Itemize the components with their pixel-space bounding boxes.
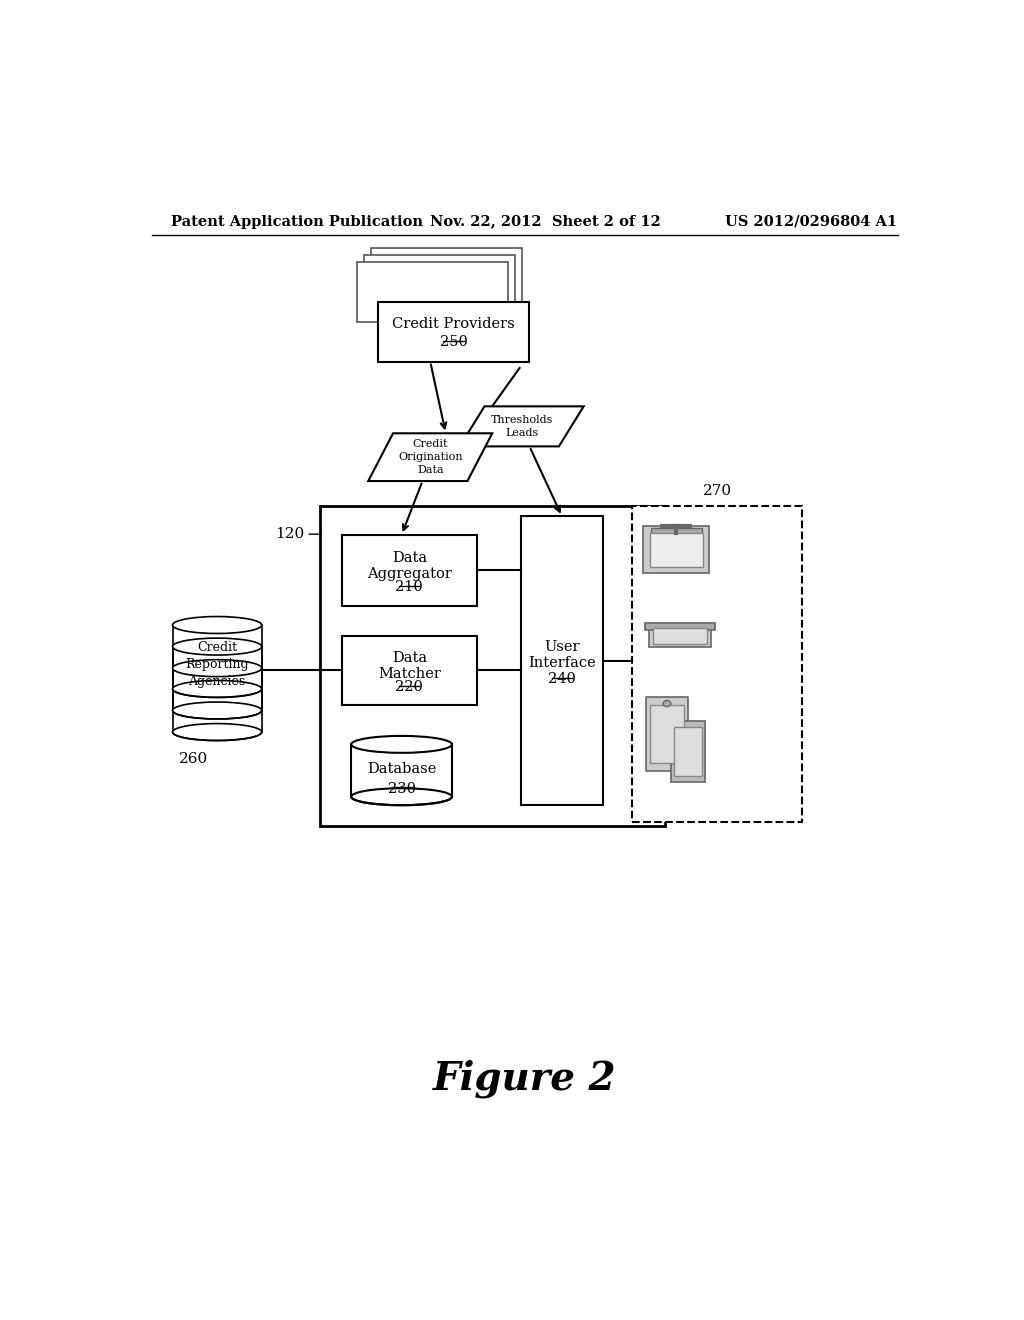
Bar (521, 516, 603, 805)
Text: Figure 2: Figure 2 (433, 1059, 616, 1098)
Bar (649, 624, 711, 647)
Bar (649, 532, 703, 566)
Bar (378, 302, 529, 362)
Bar (364, 256, 515, 315)
Bar (371, 248, 522, 309)
Bar (342, 535, 477, 606)
Ellipse shape (173, 723, 262, 741)
Bar (643, 527, 710, 573)
Bar (652, 628, 707, 644)
Text: 240: 240 (548, 672, 575, 686)
Bar (173, 626, 262, 689)
Text: Data
Matcher: Data Matcher (378, 651, 440, 681)
Ellipse shape (173, 638, 262, 655)
Bar (674, 726, 702, 776)
Text: User
Interface: User Interface (528, 640, 596, 669)
Text: Data
Aggregator: Data Aggregator (367, 550, 452, 581)
Text: Credit Providers: Credit Providers (392, 317, 515, 331)
Bar (173, 668, 262, 733)
Text: 120: 120 (275, 527, 305, 541)
Text: Database: Database (367, 762, 436, 776)
Ellipse shape (351, 737, 452, 752)
Bar (646, 697, 688, 771)
Bar (671, 721, 706, 781)
Text: 210: 210 (395, 581, 423, 594)
Text: 250: 250 (439, 335, 467, 350)
Text: US 2012/0296804 A1: US 2012/0296804 A1 (725, 215, 897, 228)
Bar (321, 507, 665, 826)
Text: Thresholds
Leads: Thresholds Leads (490, 414, 553, 438)
Bar (342, 636, 477, 705)
Polygon shape (460, 407, 584, 446)
Ellipse shape (173, 660, 262, 677)
Bar (632, 507, 802, 822)
Polygon shape (369, 433, 493, 480)
Ellipse shape (664, 701, 671, 706)
Text: 230: 230 (387, 781, 416, 796)
Bar (357, 263, 508, 322)
Text: 260: 260 (179, 752, 209, 766)
Text: 220: 220 (395, 680, 423, 694)
Bar (173, 647, 262, 710)
Bar (651, 528, 701, 537)
Text: 270: 270 (702, 484, 731, 498)
Ellipse shape (173, 681, 262, 697)
Text: Credit
Origination
Data: Credit Origination Data (398, 440, 463, 475)
Text: Nov. 22, 2012  Sheet 2 of 12: Nov. 22, 2012 Sheet 2 of 12 (430, 215, 662, 228)
Text: Patent Application Publication: Patent Application Publication (171, 215, 423, 228)
Ellipse shape (351, 788, 452, 805)
Bar (645, 623, 715, 630)
Ellipse shape (173, 616, 262, 634)
Bar (351, 744, 452, 797)
Text: Credit
Reporting
Agencies: Credit Reporting Agencies (185, 642, 249, 688)
Bar (649, 705, 684, 763)
Ellipse shape (173, 702, 262, 719)
